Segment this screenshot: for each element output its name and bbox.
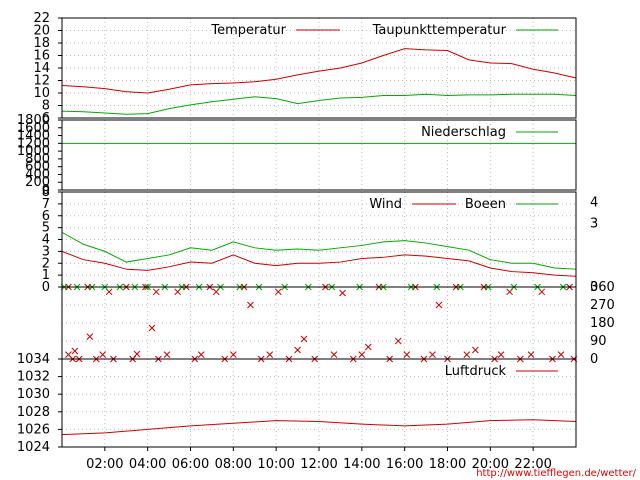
wind_direction-point — [394, 337, 402, 345]
precipitation-ytick-label: 1000 — [17, 144, 50, 159]
wind_direction-right-ytick-label: 360 — [590, 280, 615, 295]
temperature-ytick-label: 18 — [33, 36, 50, 51]
pressure-ytick-label: 1024 — [17, 440, 50, 455]
precipitation-ytick-label: 600 — [25, 160, 50, 175]
wind_direction-point — [266, 351, 274, 358]
x-tick-label: 20:00 — [472, 457, 509, 472]
source-url: http://www.tiefflegen.de/wetter/ — [476, 468, 636, 479]
x-tick-label: 18:00 — [429, 457, 466, 472]
wind_direction-point — [527, 351, 535, 358]
pressure-legend-label: Luftdruck — [445, 364, 507, 379]
precipitation-ytick-label: 200 — [25, 175, 50, 190]
pressure-series-0-line — [61, 419, 577, 436]
wind_direction-point — [557, 351, 565, 358]
temperature-legend-label: Taupunkttemperatur — [372, 23, 507, 38]
x-tick-label: 10:00 — [257, 457, 294, 472]
wind_direction-point — [247, 301, 254, 309]
wind_direction-point — [133, 350, 141, 358]
pressure-ytick-label: 1028 — [17, 405, 50, 420]
pressure-ytick-label: 1030 — [17, 387, 50, 402]
wind_direction-point — [274, 288, 282, 296]
precipitation-ytick-label: 1600 — [17, 121, 50, 136]
temperature-series-0-line — [61, 48, 577, 94]
x-tick-label: 16:00 — [386, 457, 423, 472]
temperature-legend-label: Temperatur — [210, 23, 286, 38]
wind_direction-point — [339, 289, 346, 297]
x-tick-label: 02:00 — [86, 457, 123, 472]
wind-series-0-line — [61, 250, 577, 277]
wind_direction-right-ytick-label: 270 — [590, 298, 615, 313]
temperature-ytick-label: 14 — [33, 61, 50, 76]
x-tick-label: 06:00 — [172, 457, 209, 472]
wind_direction-right-ytick-label: 180 — [590, 316, 615, 331]
precipitation-ytick-label: 1200 — [17, 136, 50, 151]
wind-right-ytick-label: 3 — [590, 217, 598, 232]
wind-ytick-label: 8 — [42, 185, 50, 200]
precipitation-ytick-label: 0 — [42, 183, 50, 198]
wind-right-ytick-label: 0 — [590, 280, 598, 295]
pressure-ytick-label: 1032 — [17, 370, 50, 385]
wind_direction-point — [99, 351, 107, 358]
grid-lines — [62, 18, 576, 447]
temperature-panel-frame — [61, 17, 577, 119]
wind-ytick-label: 7 — [42, 197, 50, 212]
precipitation-ytick-label: 1800 — [17, 113, 50, 128]
temperature-ytick-label: 8 — [42, 99, 50, 114]
x-tick-label: 04:00 — [129, 457, 166, 472]
wind_direction-point — [152, 288, 160, 296]
temperature-series-1-line — [61, 93, 577, 115]
pressure-ytick-label: 1026 — [17, 422, 50, 437]
wind_direction-point — [330, 351, 338, 358]
wind_direction-point — [471, 346, 479, 354]
precipitation-ytick-label: 800 — [25, 152, 50, 167]
wind_direction-point — [163, 351, 171, 358]
wind_direction-point — [71, 347, 79, 355]
wind_direction-point — [429, 351, 436, 358]
x-tick-label: 12:00 — [300, 457, 337, 472]
temperature-ytick-label: 20 — [33, 24, 50, 39]
panel-frames — [58, 17, 577, 451]
wind_direction-point — [86, 333, 94, 340]
x-tick-label: 22:00 — [514, 457, 551, 472]
wind-ytick-label: 6 — [42, 209, 50, 224]
wind-ytick-label: 5 — [42, 221, 50, 236]
wind_direction-point — [403, 351, 411, 358]
wind-ytick-label: 2 — [42, 256, 50, 271]
wind-series-1-line — [61, 231, 577, 270]
wind_direction-point — [364, 343, 372, 351]
precipitation-ytick-label: 1400 — [17, 129, 50, 144]
precipitation-panel-frame — [61, 119, 577, 191]
wind_direction-right-ytick-label: 0 — [590, 352, 598, 367]
precipitation-ytick-label: 400 — [25, 167, 50, 182]
temperature-ytick-label: 12 — [33, 74, 50, 89]
wind_direction-point — [229, 351, 237, 358]
temperature-ytick-label: 10 — [33, 86, 50, 101]
wind-ytick-label: 1 — [42, 268, 50, 283]
pressure-ytick-label: 1034 — [17, 352, 50, 367]
wind-ytick-label: 4 — [42, 233, 50, 248]
wind_direction-point — [435, 301, 443, 309]
wind_direction-point — [300, 335, 308, 343]
temperature-ytick-label: 16 — [33, 49, 50, 64]
wind-ytick-label: 0 — [42, 280, 50, 295]
wind-legend-label: Boeen — [465, 197, 506, 212]
wind-right-ytick-label: 4 — [590, 196, 598, 211]
wind_direction-point — [463, 351, 471, 358]
wind_direction-right-ytick-label: 90 — [590, 334, 607, 349]
wind_direction-point — [497, 351, 505, 358]
wind_direction-point — [197, 351, 205, 358]
wind_direction-point — [358, 351, 366, 358]
precipitation-legend-label: Niederschlag — [421, 125, 506, 140]
x-tick-label: 08:00 — [215, 457, 252, 472]
wind_direction-point — [294, 346, 301, 354]
temperature-ytick-label: 22 — [33, 11, 50, 26]
temperature-ytick-label: 6 — [42, 111, 50, 126]
x-tick-label: 14:00 — [343, 457, 380, 472]
wind-ytick-label: 3 — [42, 244, 50, 259]
wind-legend-label: Wind — [369, 197, 402, 212]
wind_direction-point — [148, 324, 156, 332]
